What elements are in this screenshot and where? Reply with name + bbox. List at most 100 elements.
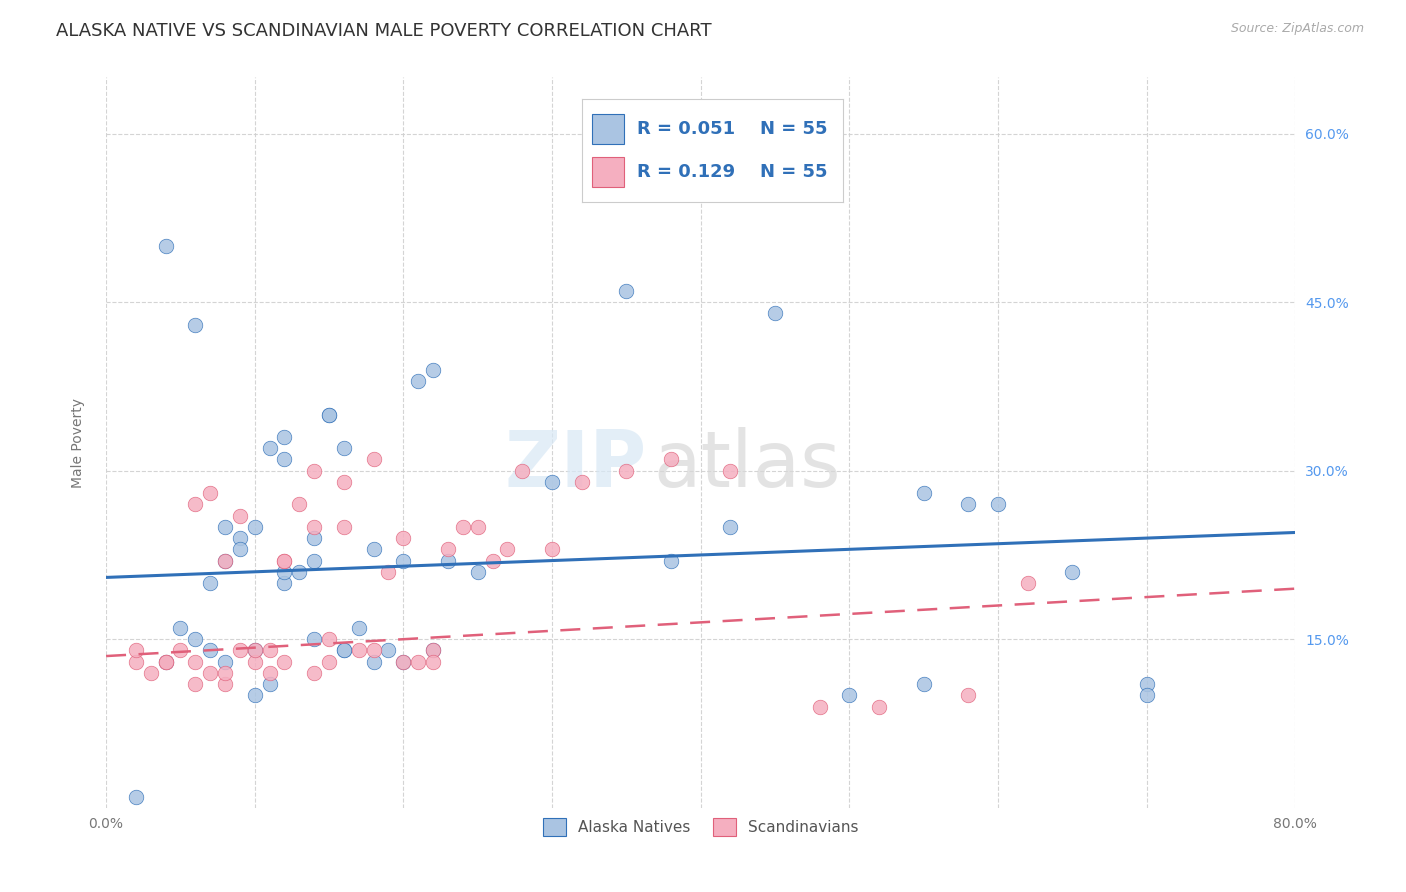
Point — [243, 655, 266, 669]
Point — [392, 553, 415, 567]
Point — [243, 643, 266, 657]
Point — [214, 677, 236, 691]
Point — [659, 452, 682, 467]
Point — [763, 306, 786, 320]
Point — [406, 374, 429, 388]
Point — [318, 655, 340, 669]
Point — [214, 553, 236, 567]
Legend: Alaska Natives, Scandinavians: Alaska Natives, Scandinavians — [534, 810, 866, 844]
Point — [243, 520, 266, 534]
Point — [169, 621, 191, 635]
Point — [139, 665, 162, 680]
Point — [333, 520, 356, 534]
Point — [302, 531, 325, 545]
Text: ALASKA NATIVE VS SCANDINAVIAN MALE POVERTY CORRELATION CHART: ALASKA NATIVE VS SCANDINAVIAN MALE POVER… — [56, 22, 711, 40]
Point — [363, 655, 385, 669]
Point — [229, 542, 252, 557]
Point — [451, 520, 474, 534]
Point — [808, 699, 831, 714]
Point — [184, 632, 207, 647]
Point — [347, 621, 370, 635]
Point — [273, 565, 295, 579]
Point — [868, 699, 890, 714]
Point — [912, 677, 935, 691]
Point — [184, 677, 207, 691]
Point — [288, 565, 311, 579]
Point — [302, 464, 325, 478]
Point — [198, 486, 221, 500]
Point — [125, 643, 148, 657]
Point — [392, 531, 415, 545]
Point — [377, 565, 399, 579]
Point — [198, 643, 221, 657]
Point — [318, 632, 340, 647]
Point — [422, 655, 444, 669]
Point — [273, 452, 295, 467]
Point — [273, 430, 295, 444]
Point — [302, 553, 325, 567]
Point — [422, 643, 444, 657]
Point — [838, 689, 860, 703]
Point — [541, 475, 564, 489]
Point — [496, 542, 519, 557]
Y-axis label: Male Poverty: Male Poverty — [72, 398, 86, 488]
Point — [333, 643, 356, 657]
Point — [718, 520, 741, 534]
Point — [422, 643, 444, 657]
Text: atlas: atlas — [652, 426, 841, 502]
Point — [184, 318, 207, 332]
Point — [363, 452, 385, 467]
Point — [125, 789, 148, 804]
Point — [229, 643, 252, 657]
Point — [510, 464, 533, 478]
Point — [214, 655, 236, 669]
Point — [184, 655, 207, 669]
Point — [571, 475, 593, 489]
Point — [1135, 689, 1157, 703]
Point — [437, 553, 460, 567]
Point — [718, 464, 741, 478]
Point — [363, 542, 385, 557]
Point — [214, 553, 236, 567]
Point — [392, 655, 415, 669]
Point — [198, 576, 221, 591]
Point — [214, 665, 236, 680]
Point — [437, 542, 460, 557]
Point — [912, 486, 935, 500]
Point — [302, 520, 325, 534]
Point — [957, 689, 980, 703]
Point — [184, 497, 207, 511]
Point — [318, 408, 340, 422]
Point — [1135, 677, 1157, 691]
Point — [259, 677, 281, 691]
Point — [422, 362, 444, 376]
Point — [259, 643, 281, 657]
Point — [957, 497, 980, 511]
Point — [198, 665, 221, 680]
Point — [614, 284, 637, 298]
Point — [614, 464, 637, 478]
Point — [229, 508, 252, 523]
Text: Source: ZipAtlas.com: Source: ZipAtlas.com — [1230, 22, 1364, 36]
Point — [273, 655, 295, 669]
Point — [243, 643, 266, 657]
Point — [333, 441, 356, 455]
Point — [467, 565, 489, 579]
Text: ZIP: ZIP — [505, 426, 647, 502]
Point — [288, 497, 311, 511]
Point — [302, 632, 325, 647]
Point — [406, 655, 429, 669]
Point — [214, 520, 236, 534]
Point — [273, 576, 295, 591]
Point — [377, 643, 399, 657]
Point — [987, 497, 1010, 511]
Point — [273, 553, 295, 567]
Point — [155, 655, 177, 669]
Point — [259, 441, 281, 455]
Point — [1062, 565, 1084, 579]
Point — [155, 239, 177, 253]
Point — [155, 655, 177, 669]
Point — [333, 475, 356, 489]
Point — [333, 643, 356, 657]
Point — [259, 665, 281, 680]
